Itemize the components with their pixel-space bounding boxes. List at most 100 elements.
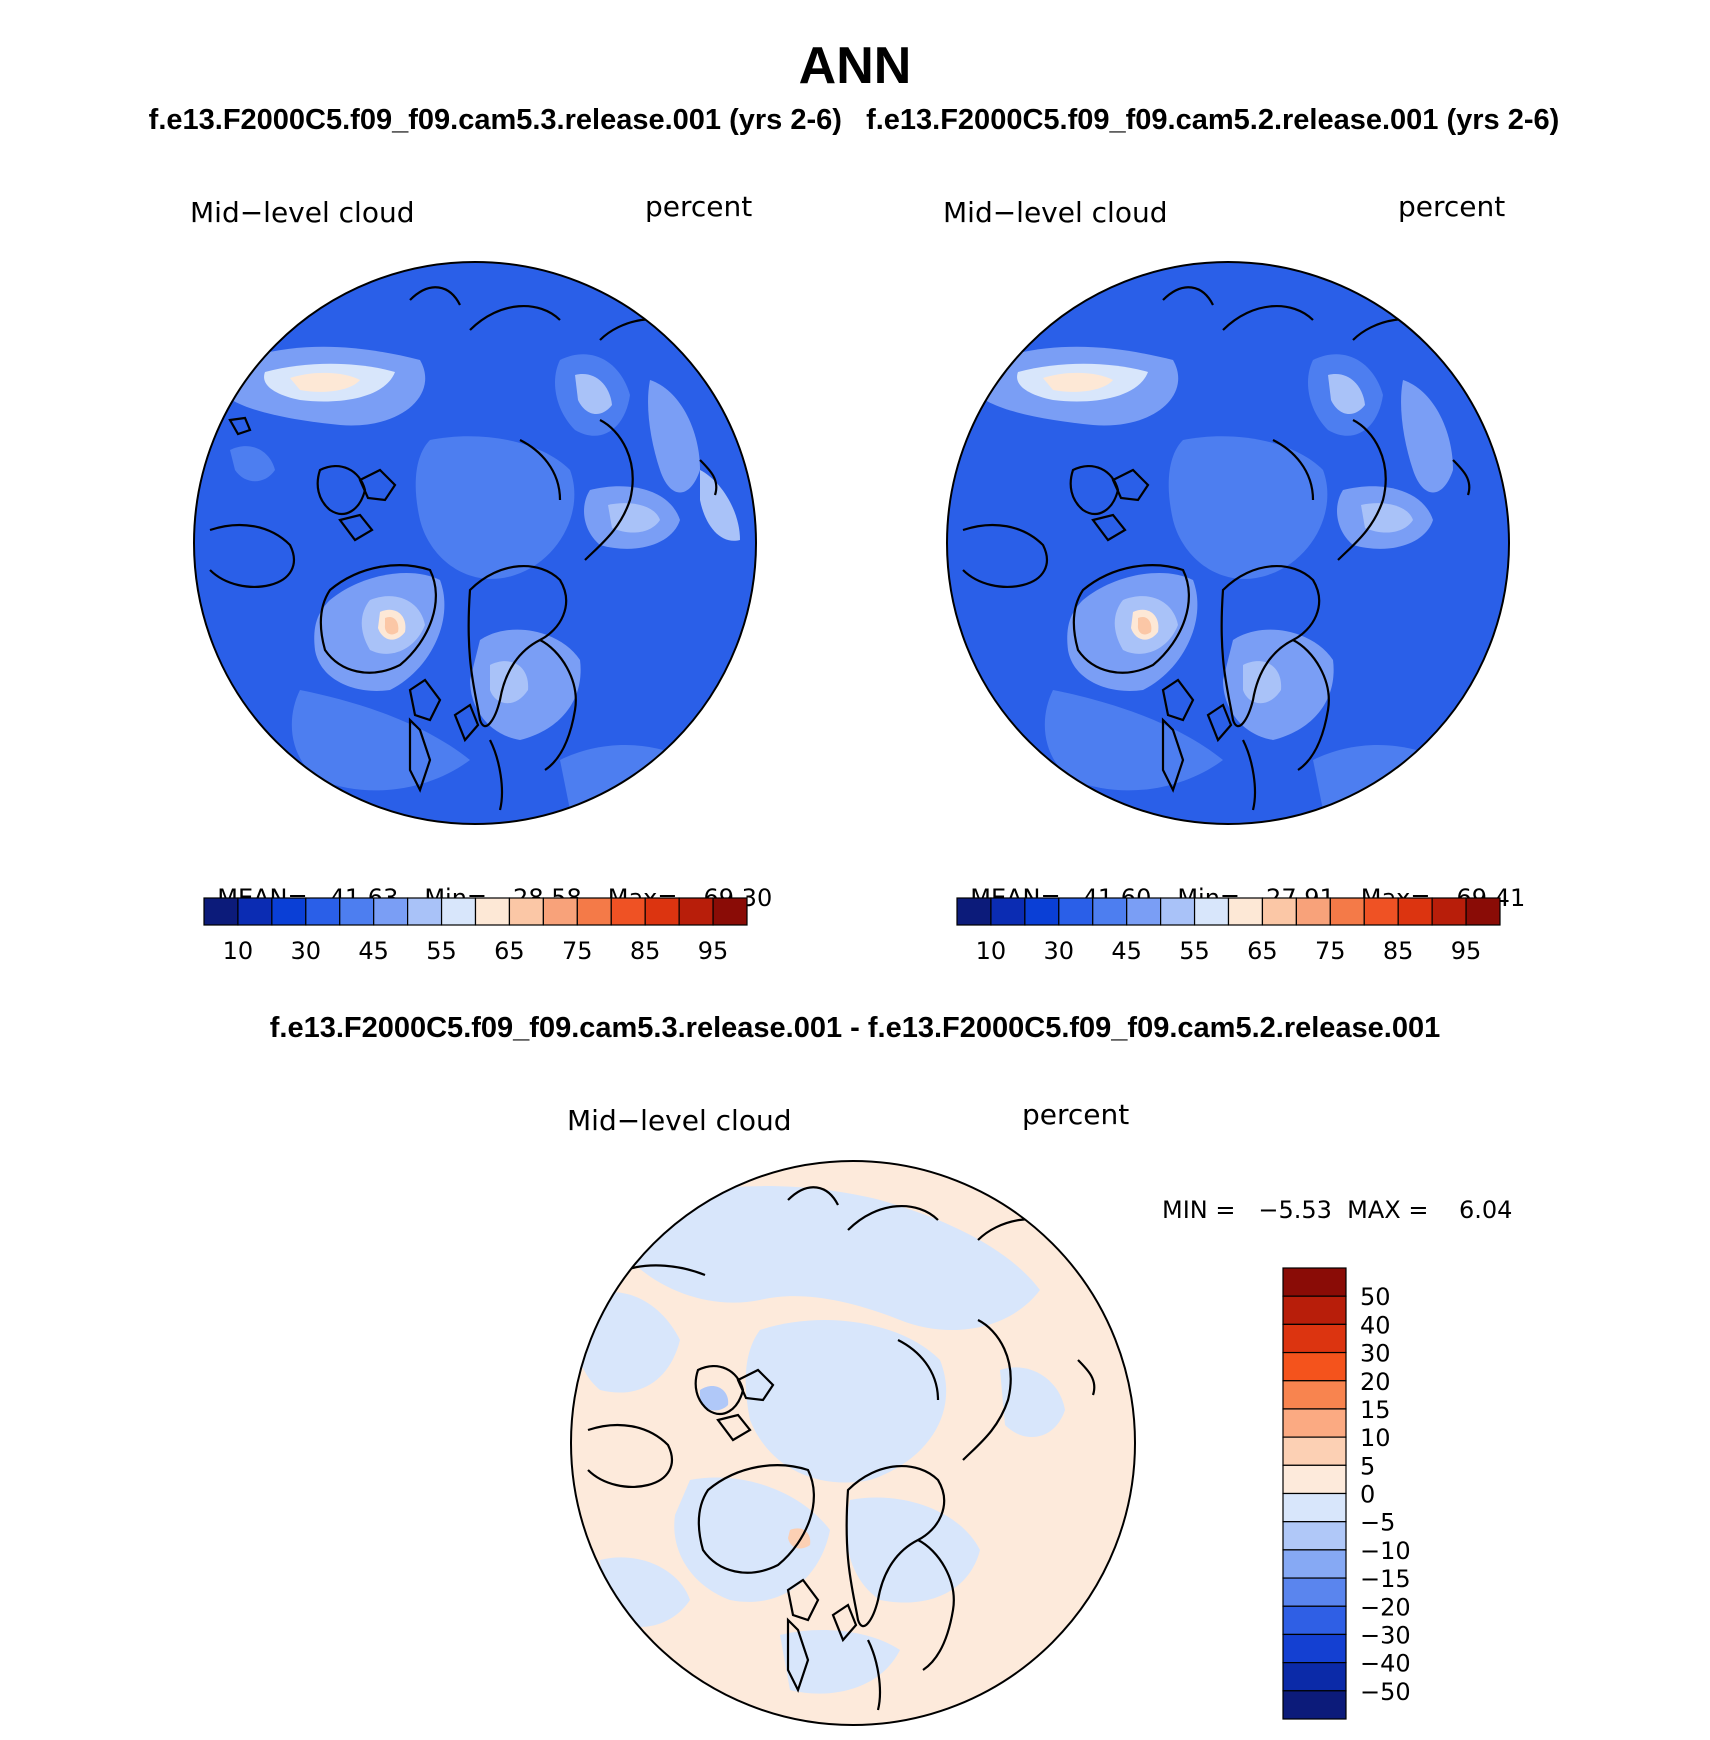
colorbar-swatch <box>1282 1577 1347 1607</box>
colorbar-tick-label: 30 <box>291 937 322 965</box>
colorbar-swatch <box>1329 897 1365 926</box>
panel1-colorbar: 10 30 45 55 65 75 85 95 <box>203 897 748 965</box>
colorbar-tick-label: 95 <box>698 937 729 965</box>
colorbar-swatch <box>1282 1690 1347 1720</box>
colorbar-swatch <box>1261 897 1297 926</box>
panel1-map-border <box>193 261 757 825</box>
colorbar-swatch <box>508 897 544 926</box>
colorbar-tick-label: 20 <box>1360 1368 1391 1396</box>
panel2-map-border <box>946 261 1510 825</box>
colorbar-tick-label: 85 <box>1383 937 1414 965</box>
colorbar-tick-label: 45 <box>1111 937 1142 965</box>
colorbar-swatch <box>1058 897 1094 926</box>
panel2-variable: Mid−level cloud <box>943 196 1168 229</box>
colorbar-swatch <box>474 897 511 926</box>
colorbar-swatch <box>1092 897 1128 926</box>
colorbar-tick-label: 0 <box>1360 1481 1375 1509</box>
colorbar-swatch <box>1193 897 1230 926</box>
colorbar-swatch <box>1397 897 1433 926</box>
colorbar-swatch <box>1282 1380 1347 1410</box>
colorbar-swatch <box>1282 1351 1347 1382</box>
colorbar-swatch <box>1465 897 1501 926</box>
page-title: ANN <box>798 37 912 95</box>
colorbar-swatch <box>610 897 646 926</box>
colorbar-tick-label: 30 <box>1044 937 1075 965</box>
colorbar-swatch <box>956 897 992 926</box>
panel2-colorbar: 10 30 45 55 65 75 85 95 <box>956 897 1501 965</box>
diff-map-border <box>570 1160 1136 1726</box>
colorbar-swatch <box>407 897 443 926</box>
colorbar-swatch <box>1282 1408 1347 1438</box>
panel2-map <box>946 261 1510 825</box>
panel1-units: percent <box>645 190 753 223</box>
diff-title: f.e13.F2000C5.f09_f09.cam5.3.release.001… <box>269 1012 1441 1044</box>
colorbar-swatch <box>1431 897 1467 926</box>
colorbar-swatch <box>271 897 307 926</box>
colorbar-swatch <box>203 897 239 926</box>
colorbar-swatch <box>1024 897 1060 926</box>
colorbar-swatch <box>1282 1323 1347 1354</box>
diff-range: MIN = −5.53 MAX = 6.04 <box>1162 1196 1513 1224</box>
panel2-coastlines <box>962 286 1471 811</box>
colorbar-tick-label: 40 <box>1360 1311 1391 1339</box>
colorbar-swatch <box>542 897 578 926</box>
colorbar-swatch <box>1282 1295 1347 1325</box>
colorbar-swatch <box>1282 1464 1347 1495</box>
colorbar-swatch <box>644 897 680 926</box>
colorbar-swatch <box>1160 897 1196 926</box>
colorbar-swatch <box>1282 1633 1347 1664</box>
colorbar-tick-label: 55 <box>1179 937 1210 965</box>
colorbar-swatch <box>237 897 273 926</box>
colorbar-swatch <box>305 897 341 926</box>
colorbar-tick-label: 65 <box>1247 937 1278 965</box>
subtitle-right: f.e13.F2000C5.f09_f09.cam5.2.release.001… <box>866 104 1560 136</box>
colorbar-swatch <box>1282 1492 1347 1523</box>
colorbar-swatch <box>1126 897 1162 926</box>
colorbar-tick-label: 85 <box>630 937 661 965</box>
colorbar-swatch <box>1282 1605 1347 1636</box>
colorbar-tick-label: −5 <box>1360 1509 1395 1537</box>
colorbar-tick-label: 50 <box>1360 1283 1391 1311</box>
diff-variable: Mid−level cloud <box>567 1104 792 1137</box>
colorbar-tick-label: −50 <box>1360 1678 1411 1706</box>
colorbar-swatch <box>576 897 612 926</box>
colorbar-tick-label: 15 <box>1360 1396 1391 1424</box>
colorbar-swatch <box>712 897 748 926</box>
colorbar-tick-label: −40 <box>1360 1650 1411 1678</box>
colorbar-tick-label: −10 <box>1360 1537 1411 1565</box>
colorbar-swatch <box>678 897 714 926</box>
colorbar-tick-label: 75 <box>562 937 593 965</box>
colorbar-tick-label: 75 <box>1315 937 1346 965</box>
panel2-units: percent <box>1398 190 1506 223</box>
colorbar-swatch <box>1227 897 1264 926</box>
subtitle-left: f.e13.F2000C5.f09_f09.cam5.3.release.001… <box>148 104 842 136</box>
colorbar-swatch <box>1282 1267 1347 1297</box>
colorbar-tick-label: −15 <box>1360 1565 1411 1593</box>
colorbar-swatch <box>1282 1436 1347 1466</box>
colorbar-tick-label: 45 <box>358 937 389 965</box>
colorbar-swatch <box>990 897 1026 926</box>
colorbar-swatch <box>1363 897 1399 926</box>
colorbar-tick-label: 5 <box>1360 1452 1375 1480</box>
colorbar-tick-label: 10 <box>976 937 1007 965</box>
panel1-variable: Mid−level cloud <box>190 196 415 229</box>
page-subtitle: f.e13.F2000C5.f09_f09.cam5.3.release.001… <box>0 104 1709 137</box>
colorbar-tick-label: 95 <box>1451 937 1482 965</box>
diff-map <box>570 1160 1136 1726</box>
diff-coastlines <box>587 1186 1096 1711</box>
colorbar-swatch <box>1295 897 1331 926</box>
panel1-map <box>193 261 757 825</box>
colorbar-tick-label: 10 <box>223 937 254 965</box>
colorbar-swatch <box>1282 1521 1347 1551</box>
colorbar-swatch <box>339 897 375 926</box>
diff-units: percent <box>1022 1098 1130 1131</box>
colorbar-tick-label: 65 <box>494 937 525 965</box>
colorbar-tick-label: 55 <box>426 937 457 965</box>
colorbar-swatch <box>1282 1662 1347 1692</box>
colorbar-swatch <box>1282 1549 1347 1579</box>
colorbar-tick-label: −20 <box>1360 1593 1411 1621</box>
colorbar-tick-label: 10 <box>1360 1424 1391 1452</box>
colorbar-tick-label: 30 <box>1360 1340 1391 1368</box>
